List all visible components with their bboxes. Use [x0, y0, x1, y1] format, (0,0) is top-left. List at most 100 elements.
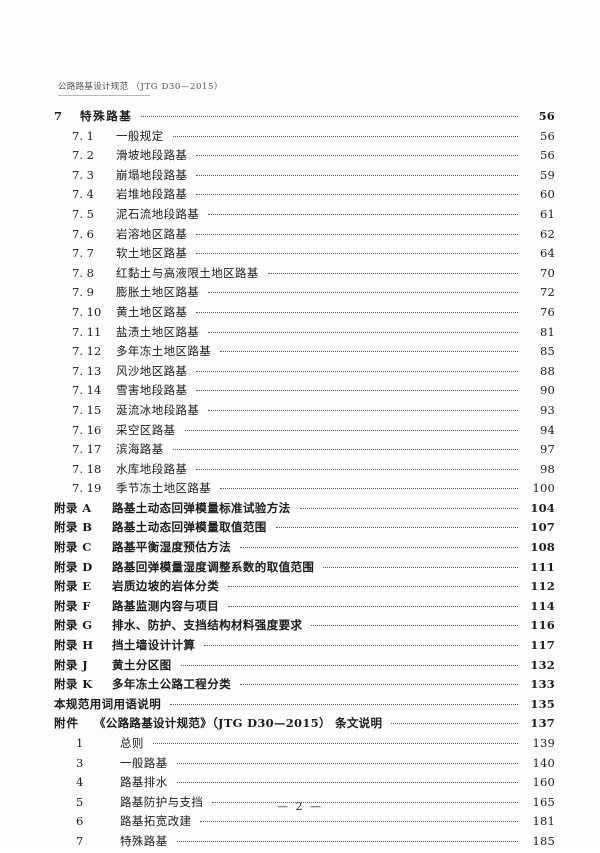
toc-dot-leader	[208, 403, 518, 414]
toc-entry[interactable]: 7. 7 软土地区路基 64	[50, 245, 555, 265]
toc-entry-title: 路基土动态回弹模量标准试验方法	[112, 500, 291, 515]
toc-entry[interactable]: 7. 19 季节冻土地区路基 100	[50, 480, 555, 500]
toc-entry-page-number: 94	[539, 422, 555, 437]
toc-entry-page-number: 135	[530, 696, 555, 711]
toc-entry-number: 附录 F	[54, 598, 91, 613]
toc-entry-number: 5	[76, 794, 84, 809]
toc-entry-page-number: 132	[530, 657, 555, 672]
running-header-standard-code: （JTG D30—2015）	[131, 82, 224, 92]
toc-entry-page-number: 116	[530, 618, 555, 633]
toc-entry-number: 附录 C	[54, 540, 92, 555]
toc-entry-number: 7. 19	[72, 481, 102, 496]
toc-entry[interactable]: 7 特殊路基 56	[50, 108, 555, 128]
toc-entry-page-number: 62	[539, 226, 555, 241]
toc-entry[interactable]: 附录 K 多年冻土公路工程分类 133	[50, 676, 555, 696]
toc-entry-title: 路基回弹模量湿度调整系数的取值范围	[112, 559, 315, 574]
toc-entry-title: 涎流冰地段路基	[116, 402, 200, 417]
page-folio: — 2 —	[277, 800, 323, 813]
toc-entry-page-number: 88	[539, 363, 555, 378]
toc-entry-page-number: 139	[532, 736, 555, 750]
toc-entry[interactable]: 附录 G 排水、防护、支挡结构材料强度要求 116	[50, 617, 555, 637]
toc-entry[interactable]: 7. 18 水库地段路基 98	[50, 461, 555, 481]
toc-entry-number: 附录 E	[54, 579, 92, 594]
toc-entry[interactable]: 7. 6 岩溶地区路基 62	[50, 226, 555, 246]
toc-entry-number: 附录 H	[54, 638, 94, 653]
toc-entry-page-number: 137	[530, 716, 555, 731]
toc-entry[interactable]: 5 路基防护与支挡 165	[50, 794, 555, 814]
toc-entry[interactable]: 附录 D 路基回弹模量湿度调整系数的取值范围 111	[50, 559, 555, 579]
toc-entry[interactable]: 7. 15 涎流冰地段路基 93	[50, 402, 555, 422]
toc-entry[interactable]: 7. 16 采空区路基 94	[50, 422, 555, 442]
toc-entry-number: 7. 14	[72, 383, 102, 398]
toc-entry[interactable]: 附录 A 路基土动态回弹模量标准试验方法 104	[50, 500, 555, 520]
toc-entry-number: 7	[76, 833, 84, 848]
toc-entry[interactable]: 7. 5 泥石流地段路基 61	[50, 206, 555, 226]
toc-entry-page-number: 112	[530, 579, 555, 594]
toc-entry-number: 附录 K	[54, 677, 93, 692]
toc-entry-number: 附录 A	[54, 500, 92, 515]
toc-entry[interactable]: 附录 J 黄土分区图 132	[50, 657, 555, 677]
toc-entry[interactable]: 7. 13 风沙地区路基 88	[50, 363, 555, 383]
toc-entry-page-number: 60	[539, 187, 555, 202]
toc-entry[interactable]: 7. 10 黄土地区路基 76	[50, 304, 555, 324]
toc-entry-title: 膨胀土地区路基	[116, 285, 200, 300]
toc-entry[interactable]: 附件 《公路路基设计规范》（JTG D30—2015） 条文说明 137	[50, 715, 555, 735]
toc-entry[interactable]: 7. 2 滑坡地段路基 56	[50, 147, 555, 167]
toc-dot-leader	[311, 618, 518, 629]
toc-entry[interactable]: 4 路基排水 160	[50, 774, 555, 794]
toc-entry[interactable]: 7. 8 红黏土与高液限土地区路基 70	[50, 265, 555, 285]
toc-entry[interactable]: 7. 11 盐渍土地区路基 81	[50, 324, 555, 344]
toc-dot-leader	[196, 227, 518, 238]
toc-entry-title: 水库地段路基	[116, 461, 188, 476]
toc-dot-leader	[152, 736, 518, 747]
toc-entry-title: 季节冻土地区路基	[116, 481, 212, 496]
toc-entry[interactable]: 附录 H 挡土墙设计计算 117	[50, 637, 555, 657]
toc-entry-page-number: 85	[539, 344, 555, 359]
toc-entry[interactable]: 7. 14 雪害地段路基 90	[50, 382, 555, 402]
toc-entry[interactable]: 7. 3 崩塌地段路基 59	[50, 167, 555, 187]
toc-entry-title: 路基平衡湿度预估方法	[112, 540, 231, 555]
toc-dot-leader	[172, 129, 518, 140]
toc-entry-number: 7. 8	[72, 265, 94, 280]
toc-entry-title: 多年冻土地区路基	[116, 344, 212, 359]
toc-dot-leader	[176, 775, 518, 786]
toc-entry[interactable]: 3 一般路基 140	[50, 755, 555, 775]
toc-entry-title: 挡土墙设计计算	[112, 638, 196, 653]
toc-dot-leader	[180, 658, 519, 669]
toc-entry-number: 附录 D	[54, 559, 93, 574]
toc-entry-number: 7. 15	[72, 402, 102, 417]
toc-entry[interactable]: 7. 9 膨胀土地区路基 72	[50, 284, 555, 304]
toc-entry-page-number: 81	[539, 324, 555, 339]
toc-dot-leader	[220, 481, 518, 492]
toc-dot-leader	[200, 814, 518, 825]
toc-entry[interactable]: 附录 E 岩质边坡的岩体分类 112	[50, 578, 555, 598]
toc-dot-leader	[196, 187, 518, 198]
toc-entry[interactable]: 本规范用词用语说明 135	[50, 696, 555, 716]
toc-entry[interactable]: 1 总则 139	[50, 735, 555, 755]
toc-dot-leader	[172, 442, 518, 453]
toc-entry[interactable]: 7. 17 滨海路基 97	[50, 441, 555, 461]
toc-entry-number: 附录 G	[54, 618, 93, 633]
toc-entry-title: 《公路路基设计规范》（JTG D30—2015） 条文说明	[94, 716, 383, 731]
toc-entry[interactable]: 附录 C 路基平衡湿度预估方法 108	[50, 539, 555, 559]
toc-entry[interactable]: 7 特殊路基 185	[50, 833, 555, 853]
toc-entry-page-number: 140	[532, 755, 555, 770]
toc-dot-leader	[196, 462, 518, 473]
toc-entry-number: 7. 4	[72, 187, 94, 202]
toc-dot-leader	[184, 423, 519, 434]
toc-entry[interactable]: 7. 12 多年冻土地区路基 85	[50, 343, 555, 363]
toc-entry[interactable]: 附录 F 路基监测内容与项目 114	[50, 598, 555, 618]
toc-dot-leader	[196, 383, 518, 394]
toc-entry-title: 泥石流地段路基	[116, 206, 200, 221]
toc-entry[interactable]: 附录 B 路基土动态回弹模量取值范围 107	[50, 519, 555, 539]
toc-dot-leader	[170, 697, 518, 708]
toc-entry-page-number: 108	[530, 540, 555, 555]
toc-entry-title: 黄土地区路基	[116, 304, 188, 319]
toc-dot-leader	[208, 325, 518, 336]
toc-entry[interactable]: 7. 1 一般规定 56	[50, 128, 555, 148]
toc-entry[interactable]: 6 路基拓宽改建 181	[50, 813, 555, 833]
toc-entry[interactable]: 7. 4 岩堆地段路基 60	[50, 186, 555, 206]
toc-entry-title: 风沙地区路基	[116, 363, 188, 378]
toc-entry-number: 附件	[54, 716, 79, 731]
toc-entry-title: 崩塌地段路基	[116, 167, 188, 182]
